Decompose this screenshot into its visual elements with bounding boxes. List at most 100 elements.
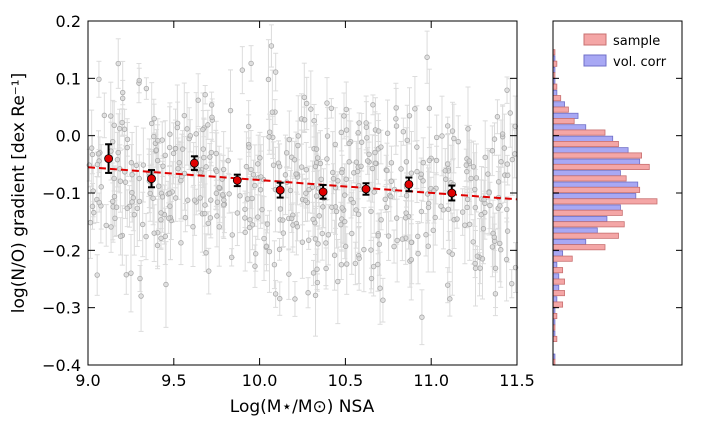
scatter-point [151,133,157,140]
scatter-point [451,135,457,142]
scatter-point [509,280,515,287]
scatter-point [166,144,173,151]
scatter-point [472,186,478,193]
scatter-point [482,154,488,161]
scatter-point [343,176,349,182]
scatter-point [242,215,248,221]
scatter-point [497,203,503,209]
x-tick-label: 9.5 [161,371,186,390]
scatter-point [462,222,468,228]
hist-bar-vol-corr [552,147,629,154]
scatter-point [277,206,284,212]
scatter-point [384,130,391,136]
scatter-point [470,164,477,170]
scatter-point [466,158,473,164]
scatter-point [420,178,426,184]
scatter-point [485,171,491,177]
scatter-point [151,230,157,236]
scatter-point [412,106,418,112]
scatter-point [328,105,335,112]
scatter-point [419,314,425,320]
scatter-point [131,211,138,218]
scatter-point [433,134,440,141]
scatter-point [472,260,478,267]
scatter-point [276,163,283,170]
scatter-point [497,240,503,247]
hist-bar-vol-corr [552,238,587,246]
scatter-point [332,141,338,148]
scatter-point [329,204,335,210]
scatter-point [479,256,486,262]
scatter-point [94,272,100,278]
scatter-point [323,240,329,246]
legend-swatch-sample [583,33,607,46]
scatter-point [269,109,276,115]
scatter-point [263,243,270,249]
scatter-point [491,234,497,241]
scatter-point [377,285,383,291]
scatter-point [318,176,324,182]
scatter-point [492,265,499,272]
scatter-point [120,89,126,96]
scatter-point [248,166,254,173]
scatter-point [470,239,476,245]
hist-bar-sample [552,209,623,216]
scatter-point [472,204,479,211]
scatter-point [343,127,350,133]
scatter-point [372,149,378,156]
scatter-point [445,282,451,288]
scatter-point [202,202,208,208]
scatter-point [375,261,381,268]
hist-bar-vol-corr [552,193,637,200]
scatter-point [352,260,359,267]
scatter-point [101,112,108,119]
scatter-point [426,105,433,112]
scatter-point [361,246,367,253]
scatter-point [87,219,94,226]
scatter-point [88,145,95,151]
hist-bar-sample [552,129,606,136]
scatter-point [375,128,382,134]
scatter-point [370,102,376,108]
scatter-point [216,224,222,230]
scatter-point [498,247,504,253]
scatter-point [176,160,182,166]
scatter-point [455,138,461,145]
scatter-point [473,175,480,181]
scatter-point [308,106,314,112]
fit-line [87,166,518,201]
scatter-point [354,168,361,175]
hist-bar-sample [552,335,558,342]
scatter-point [154,242,161,249]
scatter-point [394,215,400,221]
scatter-point [477,265,483,271]
hist-bar-sample [552,278,565,285]
scatter-point [384,167,390,174]
hist-bar-vol-corr [552,124,587,131]
hist-bar-sample [552,118,575,125]
scatter-point [295,142,301,149]
scatter-point [294,224,301,230]
hist-bar-vol-corr [552,158,641,165]
y-tick-label: −0.3 [42,299,81,318]
scatter-point [293,171,299,177]
scatter-point [344,261,350,267]
scatter-point [200,146,206,152]
scatter-point [249,195,255,202]
scatter-point [291,157,298,163]
scatter-point [225,157,231,164]
scatter-point [507,110,513,116]
scatter-point [504,172,511,179]
hist-bar-vol-corr [552,227,598,234]
scatter-point [341,113,347,119]
scatter-point [442,168,448,174]
scatter-point [123,272,129,278]
scatter-point [195,97,201,103]
scatter-point [95,151,102,157]
scatter-point [163,281,169,288]
scatter-point [404,137,410,143]
scatter-point [214,213,220,219]
scatter-point [159,194,166,200]
scatter-point [388,160,395,166]
scatter-point [133,162,140,169]
